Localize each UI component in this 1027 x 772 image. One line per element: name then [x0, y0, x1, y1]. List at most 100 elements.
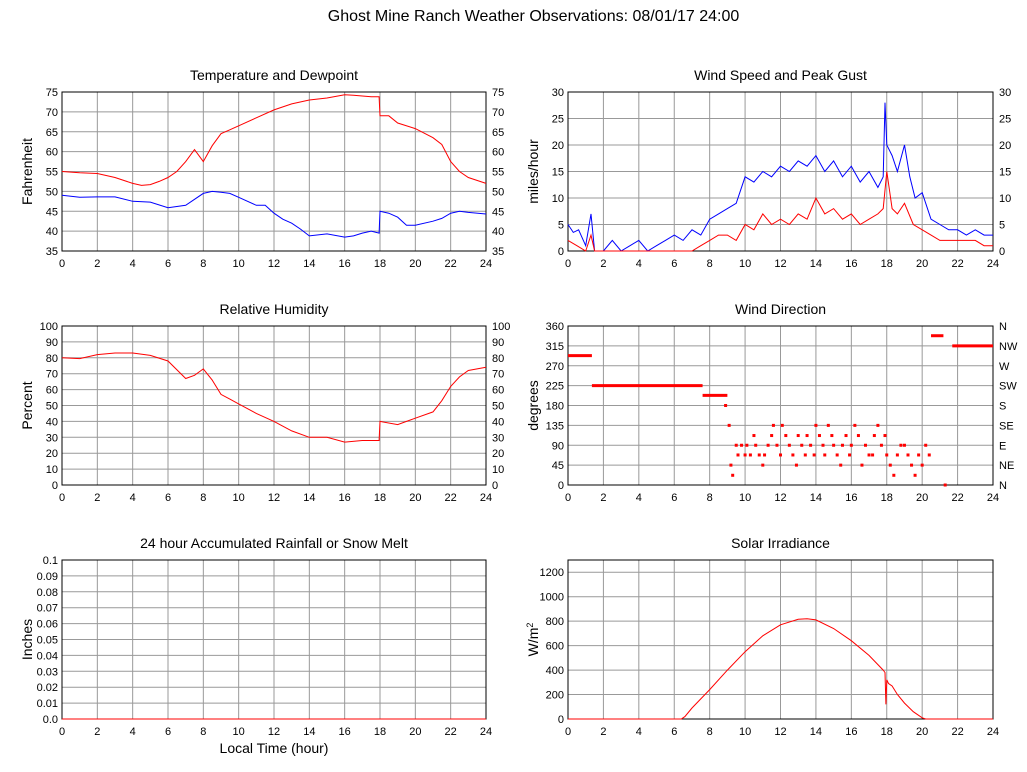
rain-x-tick-label: 24: [480, 726, 492, 738]
wdir-compass-label: SW: [999, 381, 1017, 393]
wdir-direction-point: [917, 453, 921, 457]
solar-y-tick-label: 1200: [540, 567, 564, 579]
solar-y-tick-label: 800: [546, 616, 564, 628]
rh-y-tick-label: 30: [46, 432, 58, 444]
wdir-direction-point: [835, 453, 839, 457]
temp-x-tick-label: 0: [59, 258, 65, 270]
wdir-direction-point: [763, 453, 767, 457]
rain-y-tick-label: 0.09: [37, 571, 58, 583]
wdir-direction-point: [895, 453, 899, 457]
wdir-x-tick-label: 0: [565, 492, 571, 504]
temp-y-tick-label: 75: [46, 87, 58, 99]
wdir-direction-point: [734, 443, 738, 447]
rh-x-tick-label: 22: [445, 492, 457, 504]
wdir-direction-point: [805, 434, 809, 438]
temp-y-axis-label: Fahrenheit: [19, 138, 35, 205]
wind-x-tick-label: 0: [565, 258, 571, 270]
rh-x-tick-label: 12: [268, 492, 280, 504]
temp-x-tick-label: 8: [200, 258, 206, 270]
temp-y2-tick-label: 35: [492, 246, 504, 258]
wdir-x-tick-label: 14: [810, 492, 822, 504]
wdir-y-tick-label: 135: [546, 420, 564, 432]
wdir-direction-point: [766, 443, 770, 447]
wdir-x-tick-label: 6: [671, 492, 677, 504]
wind-x-tick-label: 8: [707, 258, 713, 270]
solar-y-tick-label: 0: [558, 714, 564, 726]
wdir-direction-point: [860, 463, 864, 467]
solar-x-tick-label: 2: [600, 726, 606, 738]
wind-y-tick-label: 30: [552, 87, 564, 99]
wdir-direction-point: [812, 453, 816, 457]
wind-series-line-1: [567, 171, 993, 252]
wind-y-tick-label: 0: [558, 246, 564, 258]
temp-y2-tick-label: 70: [492, 107, 504, 119]
rh-y-tick-label: 40: [46, 416, 58, 428]
rain-x-tick-label: 6: [165, 726, 171, 738]
temp-y2-tick-label: 55: [492, 167, 504, 179]
solar-plot-frame: [567, 559, 994, 720]
wdir-direction-point: [867, 453, 871, 457]
wdir-direction-point: [927, 453, 931, 457]
rain-y-tick-label: 0.05: [37, 635, 58, 647]
temp-x-tick-label: 14: [303, 258, 315, 270]
rain-x-tick-label: 18: [374, 726, 386, 738]
temp-x-tick-label: 18: [374, 258, 386, 270]
page-title: Ghost Mine Ranch Weather Observations: 0…: [327, 8, 740, 25]
wind-y2-tick-label: 10: [999, 193, 1011, 205]
wdir-x-tick-label: 16: [845, 492, 857, 504]
wdir-x-tick-label: 22: [951, 492, 963, 504]
temp-y-tick-label: 60: [46, 147, 58, 159]
rh-y-tick-label: 90: [46, 337, 58, 349]
wdir-direction-point: [892, 473, 896, 477]
wdir-direction-point: [902, 443, 906, 447]
rh-y2-tick-label: 40: [492, 416, 504, 428]
wind-x-tick-label: 20: [916, 258, 928, 270]
solar-y-axis-label: W/m2: [525, 623, 541, 657]
rh-x-tick-label: 4: [130, 492, 136, 504]
rh-y-tick-label: 10: [46, 464, 58, 476]
solar-y-tick-label: 200: [546, 690, 564, 702]
rain-y-tick-label: 0.0: [43, 714, 58, 726]
rain-y-tick-label: 0.07: [37, 603, 58, 615]
wdir-direction-point: [899, 443, 903, 447]
wind-y2-tick-label: 20: [999, 140, 1011, 152]
wdir-direction-point: [910, 463, 914, 467]
wdir-direction-point: [745, 443, 749, 447]
temp-y2-tick-label: 40: [492, 226, 504, 238]
wdir-y-tick-label: 180: [546, 401, 564, 413]
temp-y-tick-label: 55: [46, 167, 58, 179]
temp-y2-tick-label: 60: [492, 147, 504, 159]
solar-chart-title: Solar Irradiance: [731, 535, 830, 551]
rh-y-tick-label: 50: [46, 401, 58, 413]
temp-y2-tick-label: 45: [492, 206, 504, 218]
wdir-direction-point: [832, 443, 836, 447]
wdir-x-tick-label: 8: [707, 492, 713, 504]
rh-y-tick-label: 20: [46, 448, 58, 460]
rain-y-tick-label: 0.01: [37, 698, 58, 710]
rain-x-tick-label: 20: [409, 726, 421, 738]
wind-x-tick-label: 10: [739, 258, 751, 270]
wind-x-tick-label: 24: [987, 258, 999, 270]
wind-y2-tick-label: 25: [999, 114, 1011, 126]
wdir-direction-point: [906, 453, 910, 457]
rain-x-tick-label: 16: [339, 726, 351, 738]
wdir-compass-label: N: [999, 321, 1007, 333]
rh-y-tick-label: 100: [40, 321, 58, 333]
rain-y-tick-label: 0.08: [37, 587, 58, 599]
rh-x-tick-label: 8: [200, 492, 206, 504]
wdir-y-tick-label: 270: [546, 361, 564, 373]
rh-x-tick-label: 18: [374, 492, 386, 504]
rain-x-tick-label: 0: [59, 726, 65, 738]
wdir-direction-point: [757, 453, 761, 457]
wdir-direction-point: [803, 453, 807, 457]
temp-y2-tick-label: 75: [492, 87, 504, 99]
rh-y-tick-label: 80: [46, 353, 58, 365]
rh-x-tick-label: 6: [165, 492, 171, 504]
wind-y2-tick-label: 30: [999, 87, 1011, 99]
wdir-direction-point: [839, 463, 843, 467]
rain-y-tick-label: 0.1: [43, 555, 58, 567]
solar-x-tick-label: 10: [739, 726, 751, 738]
wdir-direction-point: [864, 443, 867, 447]
wdir-direction-point: [849, 443, 853, 447]
